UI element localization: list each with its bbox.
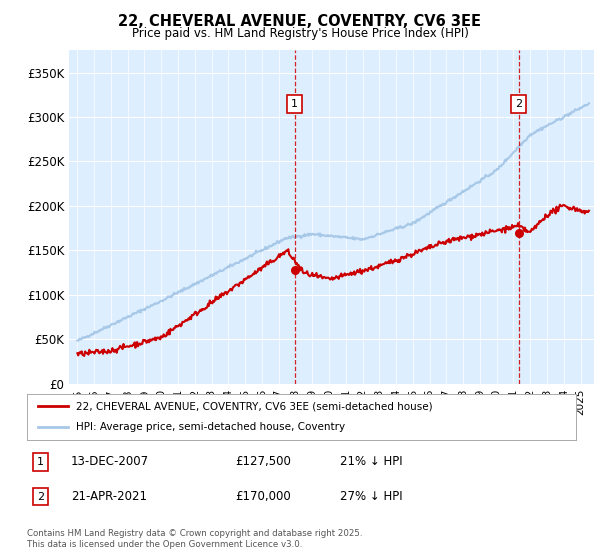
Text: £127,500: £127,500 — [236, 455, 292, 468]
Text: 21% ↓ HPI: 21% ↓ HPI — [340, 455, 403, 468]
Text: 22, CHEVERAL AVENUE, COVENTRY, CV6 3EE (semi-detached house): 22, CHEVERAL AVENUE, COVENTRY, CV6 3EE (… — [76, 401, 433, 411]
Text: Contains HM Land Registry data © Crown copyright and database right 2025.
This d: Contains HM Land Registry data © Crown c… — [27, 529, 362, 549]
Text: 2: 2 — [37, 492, 44, 502]
Text: £170,000: £170,000 — [236, 490, 292, 503]
Text: HPI: Average price, semi-detached house, Coventry: HPI: Average price, semi-detached house,… — [76, 422, 346, 432]
Text: 22, CHEVERAL AVENUE, COVENTRY, CV6 3EE: 22, CHEVERAL AVENUE, COVENTRY, CV6 3EE — [119, 14, 482, 29]
Text: 2: 2 — [515, 99, 522, 109]
Text: Price paid vs. HM Land Registry's House Price Index (HPI): Price paid vs. HM Land Registry's House … — [131, 27, 469, 40]
Text: 21-APR-2021: 21-APR-2021 — [71, 490, 147, 503]
Text: 1: 1 — [37, 457, 44, 467]
Text: 1: 1 — [291, 99, 298, 109]
Text: 27% ↓ HPI: 27% ↓ HPI — [340, 490, 403, 503]
Text: 13-DEC-2007: 13-DEC-2007 — [71, 455, 149, 468]
